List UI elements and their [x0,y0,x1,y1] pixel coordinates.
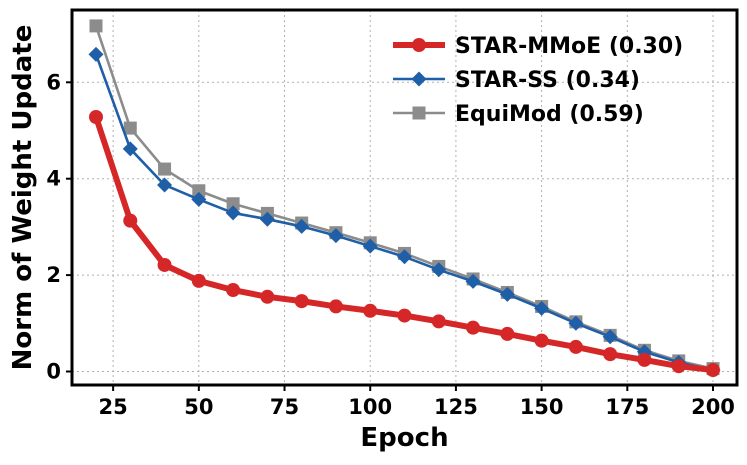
data-point [362,238,378,254]
data-point [500,326,515,341]
data-point [328,299,343,314]
data-point [88,46,104,62]
x-tick-label: 75 [270,395,299,419]
data-point [363,303,378,318]
data-point [226,197,240,211]
legend-entry: EquiMod (0.59) [393,102,644,127]
series-1 [88,110,721,378]
data-point [637,352,652,367]
data-point [191,191,207,207]
data-point [431,314,446,329]
data-point [192,184,206,198]
data-point [158,162,172,176]
series-group [88,19,721,378]
data-point [122,141,138,157]
data-point [603,347,618,362]
y-tick-label: 0 [46,360,61,384]
x-tick-label: 125 [434,395,478,419]
legend-label: EquiMod (0.59) [455,102,644,127]
data-point [123,213,138,228]
x-tick-label: 150 [520,395,564,419]
data-point [157,177,173,193]
data-point [88,110,103,125]
data-point [294,294,309,309]
legend-entry: STAR-MMoE (0.30) [393,34,683,59]
y-tick-label: 6 [46,70,61,94]
legend-marker [411,71,427,87]
data-point [466,320,481,335]
legend-entry: STAR-SS (0.34) [393,68,640,93]
data-point [260,289,275,304]
data-point [465,273,481,289]
data-point [328,228,344,244]
gridlines [72,10,737,385]
data-point [89,19,103,33]
series-2 [88,46,721,378]
x-tick-label: 100 [348,395,392,419]
data-point [534,333,549,348]
legend: STAR-MMoE (0.30) STAR-SS (0.34) EquiMod (0… [393,34,683,127]
x-tick-label: 175 [605,395,649,419]
axis-ticks: 25 50 75 100 125 150 175 200 0 2 4 6 [46,70,735,419]
legend-marker [412,38,426,52]
data-point [294,218,310,234]
series-line [93,116,714,374]
data-point [226,283,241,298]
x-tick-label: 50 [184,395,213,419]
x-axis-label: Epoch [360,423,448,453]
y-tick-label: 4 [46,167,61,191]
plot-frame [70,8,739,387]
data-point [259,211,275,227]
data-point [397,249,412,265]
x-tick-label: 25 [99,395,128,419]
legend-marker [412,106,426,120]
data-point [123,121,137,135]
data-point [706,363,721,378]
data-point [191,273,206,288]
data-point [431,262,447,278]
data-point [671,359,686,374]
data-point [499,286,515,302]
data-point [534,300,550,316]
data-point [602,329,618,345]
data-point [568,339,583,354]
data-point [157,257,172,272]
data-point [397,308,412,323]
legend-label: STAR-SS (0.34) [455,68,640,93]
legend-label: STAR-MMoE (0.30) [455,34,683,59]
data-point [568,315,584,331]
x-tick-label: 200 [691,395,735,419]
y-axis-label: Norm of Weight Update [8,25,38,371]
data-point [225,205,241,221]
y-tick-label: 2 [46,263,61,287]
